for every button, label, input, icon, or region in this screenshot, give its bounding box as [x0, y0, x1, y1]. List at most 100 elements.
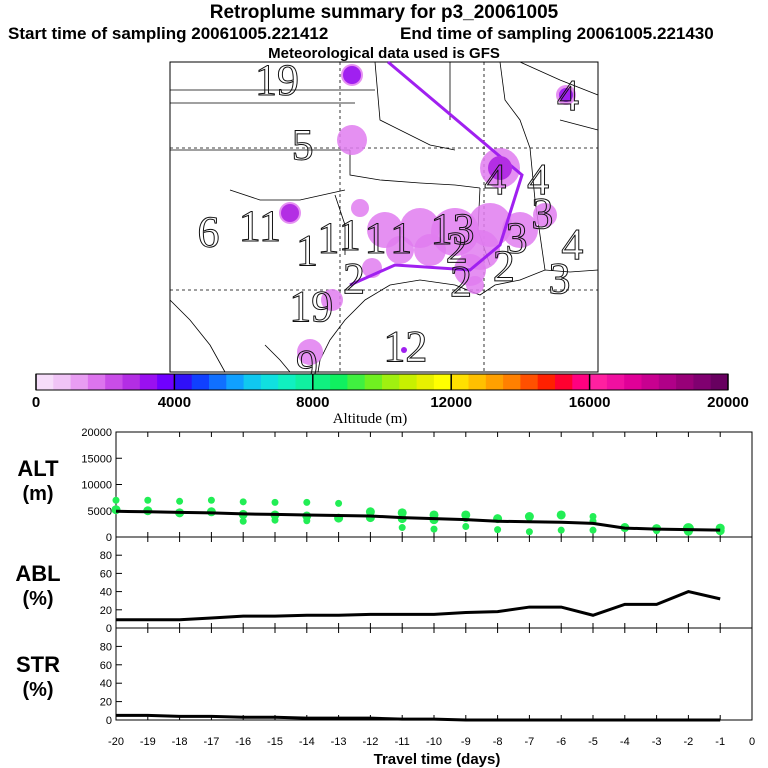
plume-blob	[297, 339, 323, 365]
colorbar-swatch	[676, 374, 694, 390]
state-border	[374, 61, 456, 151]
altitude-point	[303, 517, 311, 525]
altitude-point	[556, 510, 566, 520]
altitude-point	[525, 528, 533, 536]
x-tick-label: -8	[493, 736, 503, 748]
colorbar-tick-label: 12000	[430, 394, 472, 411]
plume-blob	[414, 234, 446, 266]
colorbar-swatch	[87, 374, 106, 390]
x-tick-label: -2	[684, 736, 694, 748]
x-tick-label: -12	[362, 736, 378, 748]
colorbar-swatch	[658, 374, 677, 390]
colorbar-swatch	[295, 374, 314, 390]
colorbar-label: Altitude (m)	[333, 411, 408, 427]
colorbar-swatch	[70, 374, 89, 390]
colorbar-swatch	[364, 374, 383, 390]
colorbar-swatch	[191, 374, 210, 390]
y-tick-label: 10000	[81, 480, 112, 492]
y-tick-label: 0	[106, 623, 112, 635]
x-tick-label: -7	[525, 736, 535, 748]
y-tick-label: 60	[100, 568, 112, 580]
colorbar-swatch	[53, 374, 72, 390]
panel-unit: (m)	[22, 483, 53, 505]
colorbar-swatch	[312, 374, 331, 390]
panel-unit: (%)	[22, 588, 53, 610]
plume-blob	[533, 203, 557, 227]
colorbar-swatch	[503, 374, 521, 390]
colorbar-swatch	[451, 374, 469, 390]
altitude-point	[144, 496, 152, 504]
altitude-point	[176, 497, 184, 505]
altitude-point	[462, 523, 470, 530]
altitude-point	[112, 496, 120, 504]
day-label: 12	[383, 322, 427, 371]
x-tick-label: -3	[652, 736, 662, 748]
panel-frame	[115, 627, 753, 721]
y-tick-label: 80	[100, 550, 112, 562]
altitude-point	[683, 526, 693, 536]
day-label: 5	[292, 121, 314, 170]
colorbar-tick-label: 8000	[296, 394, 329, 411]
start-time-label: Start time of sampling 20061005.221412	[8, 24, 329, 43]
plume-center	[281, 204, 299, 222]
colorbar-swatch	[243, 374, 262, 390]
day-label: 1	[296, 226, 318, 275]
day-label: 3	[531, 189, 553, 238]
colorbar-swatch	[347, 374, 366, 390]
series-line	[116, 713, 721, 722]
x-tick-label: -5	[588, 736, 598, 748]
colorbar-tick-label: 0	[32, 394, 40, 411]
colorbar-tick-label: 4000	[158, 394, 191, 411]
y-tick-label: 15000	[81, 453, 112, 465]
x-tick-label: -20	[108, 736, 124, 748]
plume-center	[559, 88, 573, 102]
colorbar-swatch	[485, 374, 504, 390]
colorbar-tick-label: 16000	[569, 394, 611, 411]
day-label: 3	[548, 254, 570, 303]
colorbar-swatch	[330, 374, 348, 390]
panel-title: ABL	[15, 561, 60, 586]
colorbar-swatch	[606, 374, 625, 390]
day-label: 19	[255, 56, 299, 105]
day-label: 1	[364, 214, 386, 263]
x-tick-label: -10	[426, 736, 442, 748]
altitude-point	[524, 512, 534, 522]
altitude-point	[430, 525, 438, 533]
y-tick-label: 20	[100, 605, 112, 617]
state-border	[499, 61, 531, 149]
colorbar-swatch	[105, 374, 123, 390]
end-time-label: End time of sampling 20061005.221430	[400, 24, 714, 43]
plume-blob	[386, 236, 414, 264]
y-tick-label: 20	[100, 697, 112, 709]
day-label: 1	[390, 214, 412, 263]
colorbar-swatch	[589, 374, 608, 390]
series-line	[116, 590, 721, 622]
day-label: 2	[446, 223, 468, 272]
altitude-point	[271, 498, 279, 506]
day-label: 4	[561, 220, 583, 269]
altitude-colorbar: 0 4000 8000 12000 16000 20000	[32, 373, 749, 411]
day-label: 4	[484, 155, 506, 204]
altitude-point	[557, 526, 565, 534]
plume-blob	[337, 125, 367, 155]
coastline	[317, 269, 599, 373]
colorbar-swatch	[624, 374, 642, 390]
state-border	[559, 119, 599, 131]
plume-center	[343, 66, 361, 84]
x-tick-label: -19	[140, 736, 156, 748]
day-label: 3	[506, 214, 528, 263]
state-border	[349, 150, 481, 189]
map-borders	[169, 61, 599, 373]
colorbar-swatch	[433, 374, 452, 390]
x-tick-label: -9	[461, 736, 471, 748]
colorbar-swatch	[174, 374, 193, 390]
altitude-point	[494, 526, 502, 534]
colorbar-swatch	[278, 374, 296, 390]
altitude-point	[271, 516, 279, 524]
colorbar-swatch	[122, 374, 141, 390]
plume-blob	[502, 212, 538, 248]
y-tick-label: 0	[106, 532, 112, 544]
colorbar-swatch	[520, 374, 539, 390]
